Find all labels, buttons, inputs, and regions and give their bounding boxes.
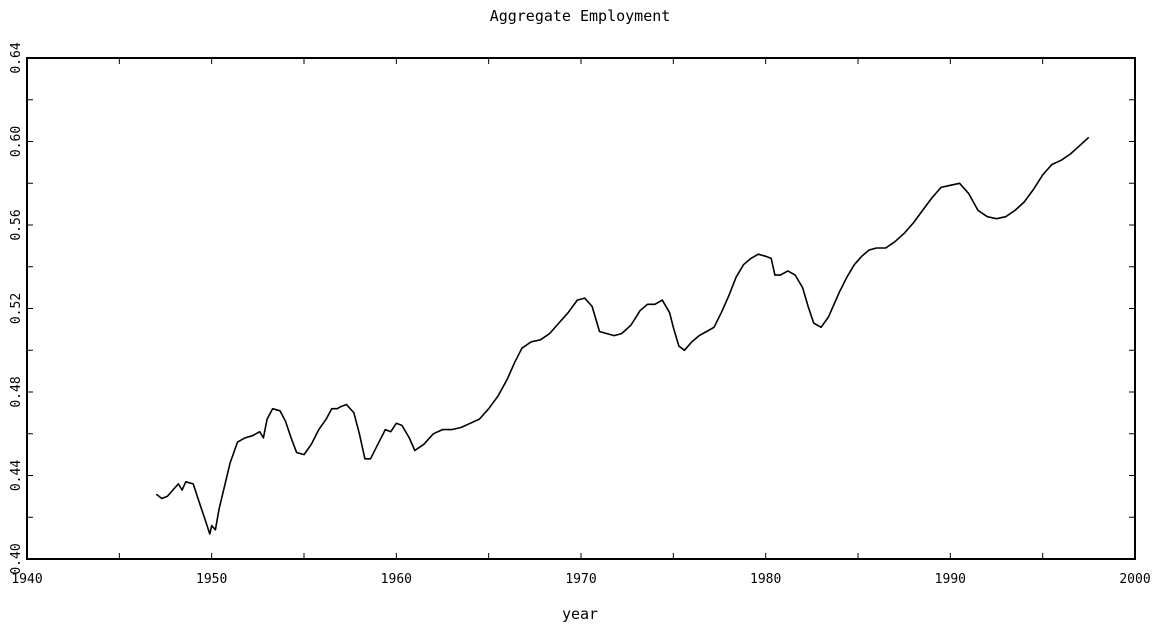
y-tick-label: 0.56	[9, 209, 24, 240]
y-tick-label: 0.64	[9, 42, 24, 73]
x-tick-label: 2000	[1119, 572, 1150, 587]
y-tick-label: 0.40	[9, 543, 24, 574]
x-tick-label: 1990	[935, 572, 966, 587]
series-line	[155, 136, 1090, 535]
axis-ticks	[26, 57, 1136, 560]
x-axis-tick-labels: 1940 1950 1960 1970 1980 1990 2000	[11, 572, 1150, 587]
chart-title: Aggregate Employment	[490, 7, 671, 25]
y-axis-tick-labels: 0.40 0.44 0.48 0.52 0.56 0.60 0.64	[9, 42, 24, 574]
series-group	[155, 136, 1090, 535]
y-tick-label: 0.48	[9, 376, 24, 407]
x-tick-label: 1950	[196, 572, 227, 587]
y-tick-label: 0.52	[9, 293, 24, 324]
y-tick-label: 0.44	[9, 460, 24, 491]
x-tick-label: 1960	[381, 572, 412, 587]
x-axis-label: year	[562, 605, 598, 623]
x-tick-label: 1970	[565, 572, 596, 587]
x-tick-label: 1940	[11, 572, 42, 587]
y-tick-label: 0.60	[9, 126, 24, 157]
x-tick-label: 1980	[750, 572, 781, 587]
